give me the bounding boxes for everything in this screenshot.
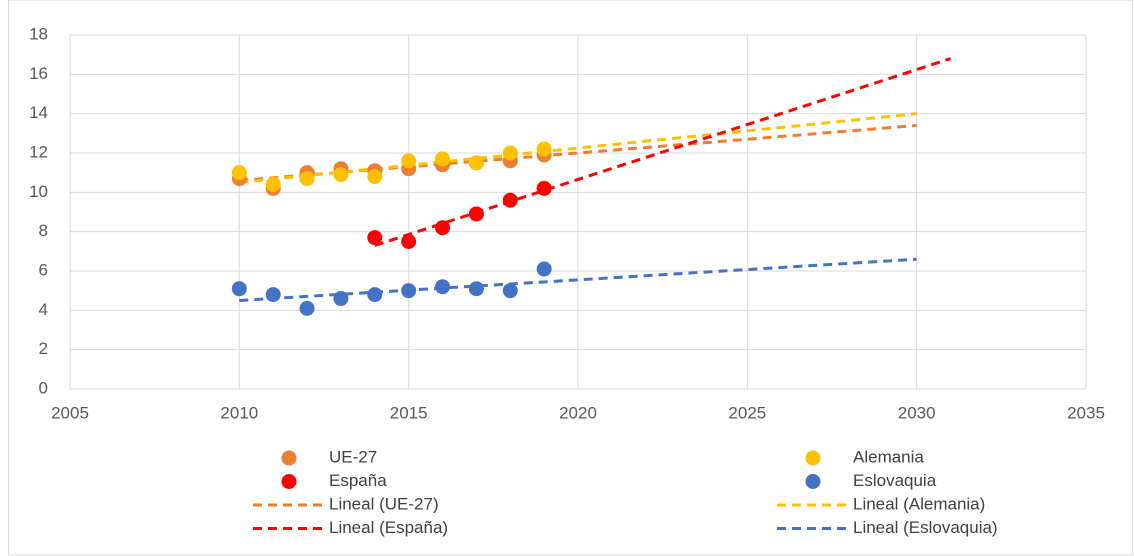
legend-label: Lineal (Alemania): [853, 494, 985, 513]
legend-label: España: [329, 471, 387, 490]
x-tick-label: 2010: [220, 403, 258, 422]
point: [333, 167, 349, 183]
y-tick-label: 18: [29, 24, 48, 43]
legend-label: Lineal (UE-27): [329, 494, 439, 513]
legend-label: Lineal (Eslovaquia): [853, 518, 998, 537]
legend-label: Lineal (España): [329, 518, 448, 537]
point: [231, 165, 247, 181]
x-tick-label: 2035: [1067, 403, 1105, 422]
point: [536, 180, 552, 196]
point: [536, 261, 552, 277]
point: [502, 145, 518, 161]
chart-border: [8, 0, 1133, 556]
point: [435, 220, 451, 236]
x-tick-label: 2005: [51, 403, 89, 422]
point: [333, 291, 349, 307]
point: [502, 192, 518, 208]
point: [231, 281, 247, 297]
y-tick-label: 10: [29, 182, 48, 201]
point: [401, 153, 417, 169]
point: [367, 169, 383, 185]
x-tick-label: 2030: [898, 403, 936, 422]
trendline: [239, 257, 917, 302]
legend-marker: [805, 474, 821, 489]
point: [468, 155, 484, 171]
point: [435, 279, 451, 295]
point: [401, 283, 417, 299]
point: [502, 283, 518, 299]
legend-marker: [805, 450, 821, 466]
y-tick-label: 4: [39, 300, 48, 319]
legend-label: Alemania: [853, 447, 924, 466]
point: [367, 230, 383, 246]
point: [367, 287, 383, 303]
legend-marker: [281, 474, 297, 489]
y-tick-label: 14: [29, 103, 48, 122]
x-tick-label: 2015: [390, 403, 428, 422]
point: [265, 287, 281, 303]
legend-label: UE-27: [329, 447, 377, 466]
point: [265, 176, 281, 192]
y-tick-label: 8: [39, 221, 48, 240]
point: [435, 151, 451, 167]
point: [468, 281, 484, 297]
legend-marker: [281, 450, 297, 466]
y-tick-label: 2: [39, 339, 48, 358]
trendline: [239, 112, 917, 184]
point: [401, 234, 417, 249]
legend: UE-27 Alemania España Eslovaquia Lineal (UE-…: [253, 447, 998, 537]
point: [299, 300, 315, 316]
x-tick-label: 2025: [728, 403, 766, 422]
trendline: [374, 57, 951, 247]
y-tick-label: 12: [29, 142, 48, 161]
point: [536, 141, 552, 157]
y-tick-label: 0: [39, 378, 48, 397]
y-tick-label: 6: [39, 260, 48, 279]
x-tick-label: 2020: [559, 403, 597, 422]
legend-label: Eslovaquia: [853, 471, 937, 490]
point: [299, 171, 315, 187]
y-tick-label: 16: [29, 64, 48, 83]
point: [468, 206, 484, 222]
